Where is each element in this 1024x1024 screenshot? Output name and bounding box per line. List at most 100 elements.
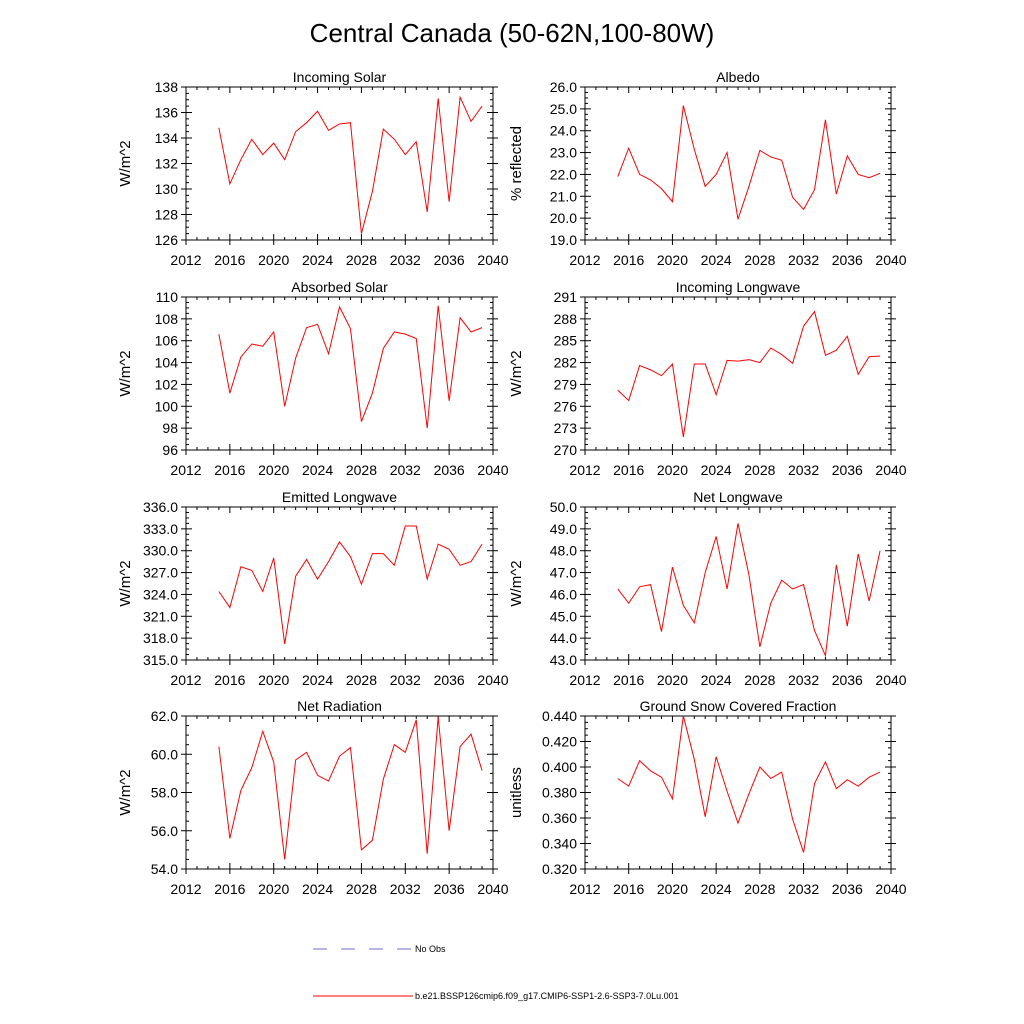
x-tick-label: 2012 (170, 672, 201, 688)
y-tick-label: 56.0 (151, 823, 178, 839)
x-tick-label: 2036 (434, 881, 465, 897)
y-tick-label: 126 (155, 232, 179, 248)
x-tick-label: 2024 (701, 252, 732, 268)
x-tick-label: 2032 (788, 252, 819, 268)
x-tick-label: 2028 (346, 252, 377, 268)
y-tick-label: 46.0 (550, 586, 577, 602)
y-tick-label: 48.0 (550, 543, 577, 559)
y-tick-label: 49.0 (550, 521, 577, 537)
x-tick-label: 2032 (390, 881, 421, 897)
y-axis-label: W/m^2 (117, 769, 134, 815)
plot-frame (584, 296, 892, 451)
panels-container: Incoming Solar 2012 2016 2020 2024 2028 2032 20… (117, 69, 907, 897)
series-line (617, 105, 881, 220)
y-tick-label: 106 (155, 333, 179, 349)
x-tick-label: 2012 (569, 462, 600, 478)
legend: No Obs b.e21.BSSP126cmip6.f09_g17.CMIP6-… (313, 944, 679, 1001)
y-tick-label: 110 (156, 289, 179, 305)
x-tick-label: 2032 (390, 252, 421, 268)
y-tick-label: 0.380 (542, 785, 577, 801)
y-tick-label: 336.0 (143, 499, 178, 515)
series-line (218, 525, 483, 645)
x-tick-label: 2032 (788, 672, 819, 688)
x-tick-label: 2036 (434, 252, 465, 268)
x-tick-label: 2016 (214, 672, 245, 688)
y-axis-label: % reflected (508, 126, 525, 201)
y-tick-label: 62.0 (151, 708, 178, 724)
x-tick-label: 2016 (613, 462, 644, 478)
y-tick-label: 285 (554, 333, 578, 349)
y-tick-label: 96 (162, 442, 178, 458)
x-tick-label: 2012 (170, 881, 201, 897)
y-tick-label: 324.0 (143, 586, 178, 602)
panel-title: Ground Snow Covered Fraction (640, 698, 837, 714)
y-tick-label: 45.0 (550, 608, 577, 624)
y-tick-label: 0.360 (542, 810, 577, 826)
panel-3: Incoming Longwave 2012 2016 2020 2024 2028 203… (508, 279, 907, 478)
y-tick-label: 130 (155, 181, 179, 197)
x-tick-label: 2016 (613, 881, 644, 897)
panel-title: Incoming Solar (293, 69, 387, 85)
y-tick-label: 315.0 (143, 652, 178, 668)
y-tick-label: 20.0 (550, 210, 577, 226)
y-tick-label: 44.0 (550, 630, 577, 646)
x-tick-label: 2032 (390, 462, 421, 478)
x-tick-label: 2040 (875, 252, 906, 268)
panel-title: Emitted Longwave (282, 489, 397, 505)
y-tick-label: 0.440 (542, 708, 577, 724)
x-tick-label: 2020 (657, 672, 688, 688)
y-axis-label: W/m^2 (508, 560, 525, 606)
y-tick-label: 54.0 (151, 861, 178, 877)
x-tick-label: 2024 (302, 252, 333, 268)
y-tick-label: 47.0 (550, 565, 577, 581)
y-tick-label: 128 (155, 207, 179, 223)
x-tick-label: 2020 (258, 252, 289, 268)
y-axis-label: unitless (508, 767, 525, 818)
y-tick-label: 98 (162, 420, 178, 436)
plot-frame (185, 506, 494, 661)
y-tick-label: 108 (155, 311, 179, 327)
panel-0: Incoming Solar 2012 2016 2020 2024 2028 2032 20… (117, 69, 509, 268)
panel-title: Albedo (716, 69, 760, 85)
x-tick-label: 2028 (744, 252, 775, 268)
x-tick-label: 2036 (832, 672, 863, 688)
x-tick-label: 2032 (390, 672, 421, 688)
legend-obs-label: No Obs (415, 944, 446, 954)
y-tick-label: 22.0 (550, 166, 577, 182)
y-tick-label: 276 (554, 398, 578, 414)
x-tick-label: 2036 (832, 881, 863, 897)
series-line (617, 523, 881, 658)
y-axis-label: W/m^2 (508, 350, 525, 396)
x-tick-label: 2016 (214, 252, 245, 268)
y-axis-label: W/m^2 (117, 350, 134, 396)
panel-6: Net Radiation 2012 2016 2020 2024 2028 2032 203… (117, 698, 509, 897)
plot-frame (185, 296, 494, 451)
y-tick-label: 318.0 (143, 630, 178, 646)
x-tick-label: 2028 (346, 881, 377, 897)
y-tick-label: 282 (554, 355, 578, 371)
y-tick-label: 0.400 (542, 759, 577, 775)
x-tick-label: 2016 (214, 881, 245, 897)
x-tick-label: 2028 (346, 462, 377, 478)
x-tick-label: 2040 (875, 672, 906, 688)
panel-4: Emitted Longwave 2012 2016 2020 2024 2028 2032… (117, 489, 509, 688)
x-tick-label: 2028 (744, 462, 775, 478)
panel-2: Absorbed Solar 2012 2016 2020 2024 2028 2032 20… (117, 279, 509, 478)
x-tick-label: 2036 (832, 252, 863, 268)
x-tick-label: 2020 (258, 462, 289, 478)
plot-frame (185, 86, 494, 241)
y-tick-label: 132 (155, 156, 179, 172)
x-tick-label: 2036 (832, 462, 863, 478)
x-tick-label: 2020 (258, 881, 289, 897)
x-tick-label: 2036 (434, 462, 465, 478)
x-tick-label: 2016 (613, 672, 644, 688)
y-tick-label: 330.0 (143, 543, 178, 559)
series-line (218, 305, 483, 429)
y-tick-label: 19.0 (550, 232, 577, 248)
x-tick-label: 2036 (434, 672, 465, 688)
y-tick-label: 138 (155, 79, 179, 95)
x-tick-label: 2024 (302, 462, 333, 478)
plot-frame (185, 715, 494, 870)
y-tick-label: 23.0 (550, 145, 577, 161)
